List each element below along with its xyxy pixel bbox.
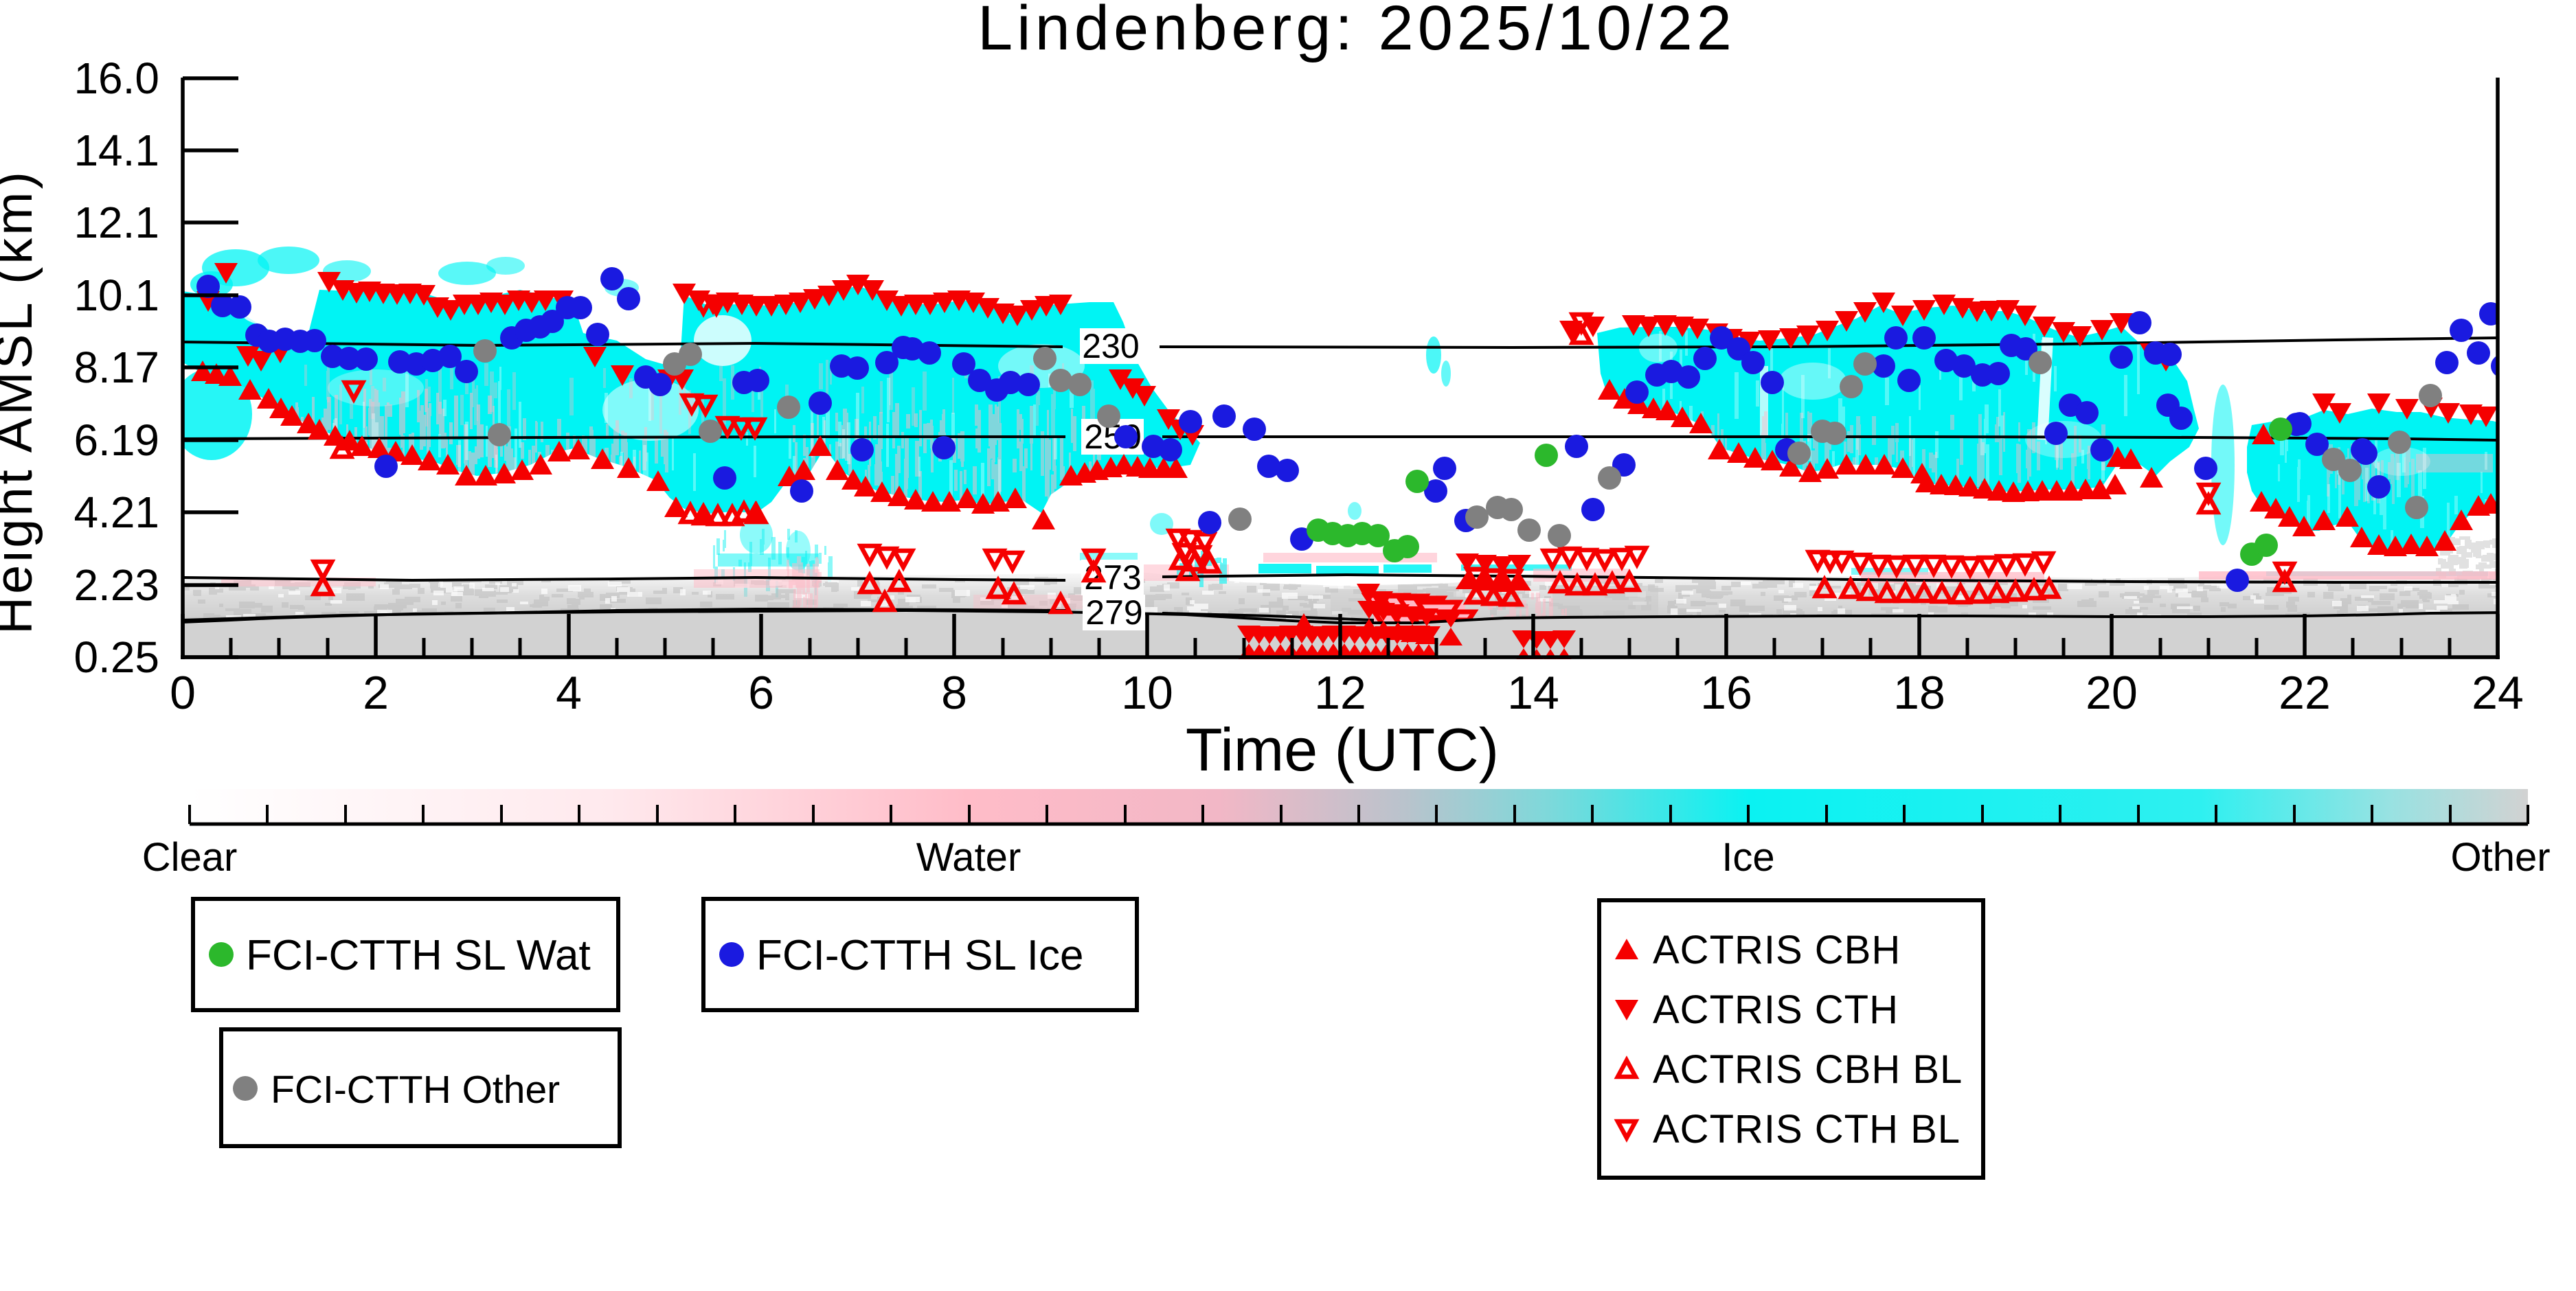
svg-text:24: 24	[2472, 667, 2524, 719]
svg-text:20: 20	[2086, 667, 2138, 719]
svg-text:14.1: 14.1	[74, 126, 159, 175]
svg-text:FCI-CTTH SL Wat: FCI-CTTH SL Wat	[246, 932, 591, 979]
svg-text:12: 12	[1314, 667, 1366, 719]
svg-text:4.21: 4.21	[74, 488, 159, 537]
svg-text:FCI-CTTH Other: FCI-CTTH Other	[271, 1068, 560, 1112]
svg-text:Time (UTC): Time (UTC)	[1186, 716, 1499, 784]
svg-text:8.17: 8.17	[74, 343, 159, 392]
svg-text:12.1: 12.1	[74, 198, 159, 247]
svg-text:22: 22	[2279, 667, 2331, 719]
svg-text:Height AMSL (km): Height AMSL (km)	[0, 169, 43, 635]
svg-text:Other: Other	[2450, 835, 2550, 880]
svg-text:14: 14	[1507, 667, 1559, 719]
svg-text:10.1: 10.1	[74, 271, 159, 320]
svg-text:ACTRIS CBH BL: ACTRIS CBH BL	[1653, 1047, 1963, 1092]
svg-text:ACTRIS CTH: ACTRIS CTH	[1653, 987, 1899, 1032]
svg-text:Water: Water	[916, 835, 1021, 880]
svg-text:16.0: 16.0	[74, 54, 159, 103]
svg-text:279: 279	[1085, 593, 1142, 632]
svg-text:2.23: 2.23	[74, 560, 159, 610]
svg-text:2: 2	[363, 667, 389, 719]
svg-text:6: 6	[748, 667, 774, 719]
svg-text:6.19: 6.19	[74, 415, 159, 465]
svg-text:16: 16	[1700, 667, 1752, 719]
svg-text:FCI-CTTH SL Ice: FCI-CTTH SL Ice	[756, 932, 1084, 979]
svg-text:ACTRIS CTH BL: ACTRIS CTH BL	[1653, 1107, 1961, 1152]
svg-text:ACTRIS CBH: ACTRIS CBH	[1653, 928, 1901, 972]
svg-text:0.25: 0.25	[74, 632, 159, 682]
svg-text:Clear: Clear	[142, 835, 238, 880]
svg-text:230: 230	[1082, 327, 1139, 365]
svg-text:10: 10	[1121, 667, 1173, 719]
svg-text:18: 18	[1893, 667, 1945, 719]
svg-text:8: 8	[941, 667, 967, 719]
svg-text:Lindenberg: 2025/10/22: Lindenberg: 2025/10/22	[978, 0, 1736, 63]
svg-text:Ice: Ice	[1721, 835, 1774, 880]
svg-text:0: 0	[170, 667, 196, 719]
svg-text:4: 4	[556, 667, 582, 719]
